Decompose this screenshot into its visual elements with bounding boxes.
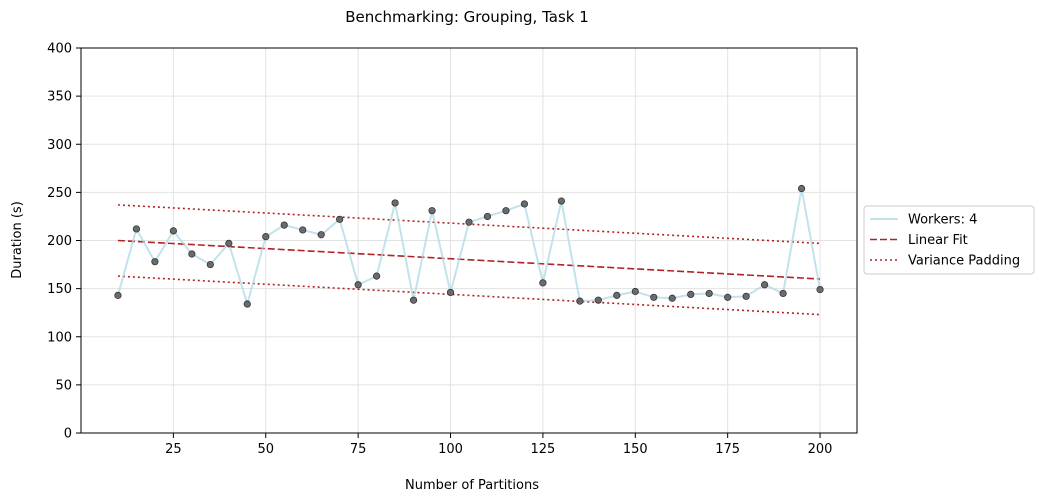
x-tick-label: 150 [623, 442, 648, 457]
y-tick-label: 200 [47, 234, 72, 249]
data-point [428, 207, 436, 215]
data-point [409, 296, 418, 304]
data-point [724, 293, 732, 301]
data-point [687, 290, 695, 298]
data-point [188, 250, 196, 258]
x-axis-title: Number of Partitions [405, 478, 539, 493]
data-point [502, 207, 510, 215]
x-tick-label: 25 [165, 442, 182, 457]
y-tick-label: 150 [47, 282, 72, 297]
x-tick-label: 100 [438, 442, 463, 457]
data-point [114, 291, 122, 299]
data-point [391, 199, 399, 207]
data-point [169, 227, 177, 235]
y-tick-label: 300 [47, 138, 72, 153]
data-point [446, 288, 455, 297]
linear-fit-line [117, 239, 821, 280]
data-point [336, 215, 344, 223]
data-point [613, 291, 621, 299]
data-point [262, 233, 270, 241]
x-tick-label: 200 [808, 442, 833, 457]
legend-label: Variance Padding [908, 254, 1020, 269]
data-point [631, 287, 639, 296]
y-tick-label: 0 [64, 427, 72, 442]
data-point [668, 294, 676, 302]
data-point [816, 285, 824, 294]
data-point [483, 212, 492, 221]
y-tick-label: 250 [47, 186, 72, 201]
x-tick-label: 50 [257, 442, 274, 457]
data-point [280, 221, 288, 229]
data-point [225, 239, 233, 247]
y-tick-label: 100 [47, 330, 72, 345]
data-point [243, 300, 251, 308]
x-tick-label: 175 [715, 442, 740, 457]
data-point [206, 260, 214, 269]
data-point [373, 272, 381, 280]
legend: Workers: 4 Linear Fit Variance Padding [863, 205, 1035, 275]
x-tick-label: 75 [350, 442, 367, 457]
data-point [705, 289, 713, 298]
data-point [354, 281, 362, 289]
data-point [594, 296, 602, 304]
legend-label: Workers: 4 [908, 213, 977, 228]
data-point [576, 297, 584, 305]
x-tick-label: 125 [530, 442, 555, 457]
data-point [520, 200, 529, 208]
data-point [465, 218, 473, 226]
data-point [299, 226, 307, 234]
y-tick-label: 400 [47, 42, 72, 57]
data-point [742, 292, 750, 300]
grid [81, 47, 857, 434]
legend-box [863, 205, 1035, 275]
x-axis-ticks: 25 50 75 100 125 150 175 200 [165, 433, 832, 457]
data-point [761, 281, 769, 289]
y-tick-label: 50 [55, 378, 72, 393]
data-point [557, 197, 565, 205]
chart-title: Benchmarking: Grouping, Task 1 [345, 8, 589, 26]
legend-label: Linear Fit [908, 233, 968, 248]
data-point [779, 289, 787, 298]
y-tick-label: 350 [47, 90, 72, 105]
data-point [650, 293, 658, 301]
variance-padding-line [117, 275, 821, 316]
y-axis-ticks: 0 50 100 150 200 250 300 350 400 [47, 42, 81, 442]
data-point [132, 225, 141, 233]
data-point [797, 184, 806, 193]
data-point [151, 258, 159, 266]
data-point [317, 231, 325, 239]
data-point [539, 279, 547, 287]
y-axis-title: Duration (s) [10, 201, 25, 279]
series-layer [114, 184, 824, 316]
